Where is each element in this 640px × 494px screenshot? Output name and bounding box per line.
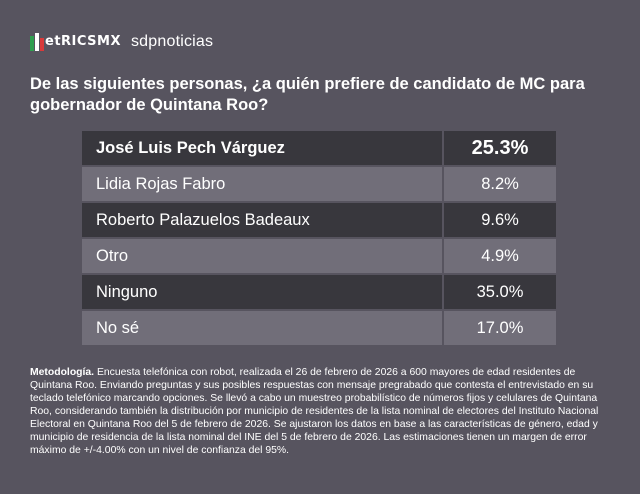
candidate-percentage: 9.6% — [442, 202, 556, 239]
flag-icon — [30, 33, 44, 51]
partner-name: sdpnoticias — [130, 33, 214, 50]
candidate-percentage: 35.0% — [442, 274, 556, 311]
table-row: Otro 4.9% — [82, 238, 556, 275]
brand-header: etRICSMX sdpnoticias — [30, 30, 213, 54]
candidate-percentage: 4.9% — [442, 238, 556, 275]
candidate-name: No sé — [82, 310, 443, 347]
chart-title: De las siguientes personas, ¿a quién pre… — [30, 75, 585, 114]
candidate-percentage: 17.0% — [442, 310, 556, 347]
methodology-label: Metodología. — [30, 367, 95, 378]
table-row: Roberto Palazuelos Badeaux 9.6% — [82, 202, 556, 239]
candidate-name: Ninguno — [82, 274, 443, 311]
candidate-name: Otro — [82, 238, 443, 275]
methodology-note: Metodología. Encuesta telefónica con rob… — [30, 366, 610, 457]
logo-text: etRICSMX — [45, 34, 121, 49]
table-row: Lidia Rojas Fabro 8.2% — [82, 166, 556, 203]
table-row: José Luis Pech Várguez 25.3% — [82, 131, 556, 167]
methodology-text: Encuesta telefónica con robot, realizada… — [30, 367, 599, 456]
results-table: José Luis Pech Várguez 25.3% Lidia Rojas F… — [82, 131, 556, 347]
candidate-name: Lidia Rojas Fabro — [82, 166, 443, 203]
table-row: No sé 17.0% — [82, 310, 556, 347]
candidate-percentage: 25.3% — [442, 131, 556, 167]
metrics-logo: etRICSMX — [30, 33, 121, 51]
table-row: Ninguno 35.0% — [82, 274, 556, 311]
candidate-name: Roberto Palazuelos Badeaux — [82, 202, 443, 239]
candidate-percentage: 8.2% — [442, 166, 556, 203]
candidate-name: José Luis Pech Várguez — [82, 131, 443, 167]
